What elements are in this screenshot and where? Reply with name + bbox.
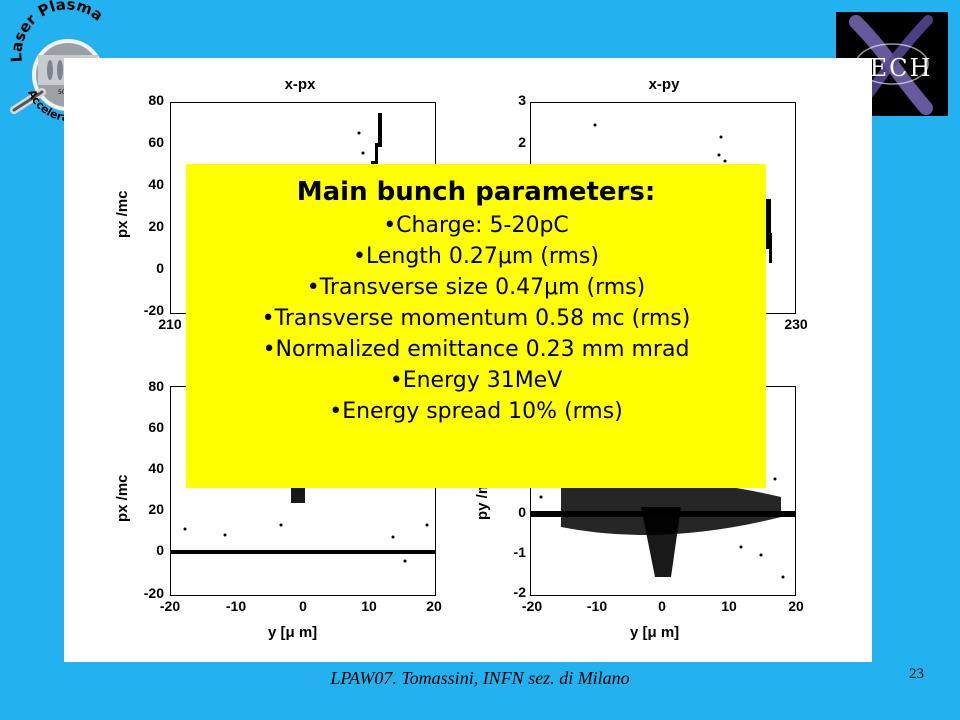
ytick: -20 <box>143 302 164 318</box>
ytick: 0 <box>518 504 526 520</box>
ytick: 20 <box>148 501 164 517</box>
ytick: -1 <box>513 544 526 560</box>
xtick: 0 <box>658 598 666 614</box>
xtick: 20 <box>788 598 804 614</box>
param-transverse-momentum: •Transverse momentum 0.58 mc (rms) <box>261 306 691 331</box>
ytick: 60 <box>148 419 164 435</box>
ytick: 60 <box>148 134 164 150</box>
ytick: 0 <box>156 542 164 558</box>
ytick: 80 <box>148 92 164 108</box>
ytick: -2 <box>513 584 526 600</box>
ytick: 40 <box>148 460 164 476</box>
param-energy-spread: •Energy spread 10% (rms) <box>329 399 623 424</box>
xtick: -10 <box>225 598 247 614</box>
ytick: 0 <box>156 260 164 276</box>
logo-scale-50: 50 <box>58 89 66 96</box>
param-charge: •Charge: 5-20pC <box>383 213 569 238</box>
ytick: 40 <box>148 176 164 192</box>
scatter-x-py <box>593 123 772 263</box>
plot-title-x-px: x-px <box>284 76 316 93</box>
xlabel-y-left: y [μ m] <box>268 624 318 641</box>
param-transverse-size: •Transverse size 0.47μm (rms) <box>306 275 646 300</box>
xtick: 230 <box>784 316 808 332</box>
param-length: •Length 0.27μm (rms) <box>353 244 599 269</box>
box-title: Main bunch parameters: <box>296 177 656 207</box>
xtick: 0 <box>299 598 307 614</box>
xlabel-y-right: y [μ m] <box>630 624 680 641</box>
bunch-parameters-box: Main bunch parameters: •Charge: 5-20pC •… <box>186 164 766 488</box>
param-energy: •Energy 31MeV <box>389 368 563 393</box>
xtick: -10 <box>586 598 608 614</box>
xtick: 20 <box>426 598 442 614</box>
footer-citation: LPAW07. Tomassini, INFN sez. di Milano <box>330 668 630 688</box>
ytick: 80 <box>148 378 164 394</box>
page-number: 23 <box>909 666 924 682</box>
xtick: 10 <box>721 598 737 614</box>
ytick: 20 <box>148 218 164 234</box>
xtick: -20 <box>521 598 543 614</box>
param-emittance: •Normalized emittance 0.23 mm mrad <box>262 337 690 362</box>
xtick: 210 <box>158 316 182 332</box>
ytick: 2 <box>518 134 526 150</box>
ytick: -20 <box>143 585 164 601</box>
plot-title-x-py: x-py <box>648 76 680 93</box>
xtick: -20 <box>159 598 181 614</box>
scatter-y-py <box>531 477 795 579</box>
xtick: 10 <box>361 598 377 614</box>
ytick: 3 <box>518 92 526 108</box>
